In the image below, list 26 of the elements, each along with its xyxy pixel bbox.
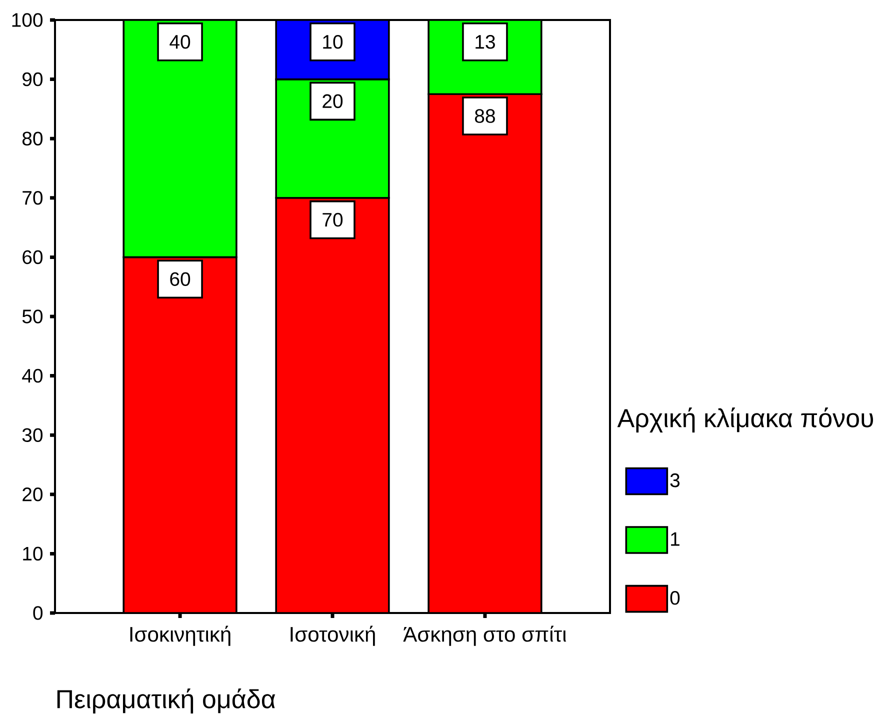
y-tick-label: 70 xyxy=(22,191,43,205)
y-tick-label: 20 xyxy=(22,487,43,502)
x-tick-label: Άσκηση στο σπίτι xyxy=(403,626,566,646)
legend-title: Αρχική κλίμακα πόνου xyxy=(617,408,874,432)
legend-label: 0 xyxy=(670,591,680,605)
y-tick-label: 40 xyxy=(22,368,43,383)
x-tick-label: Ισοτονική xyxy=(290,626,375,646)
y-tick-label: 60 xyxy=(22,250,43,264)
data-label: 20 xyxy=(322,94,343,108)
y-tick-label: 100 xyxy=(12,13,43,27)
legend-label: 1 xyxy=(671,532,680,546)
data-label: 88 xyxy=(474,109,495,123)
y-tick-label: 50 xyxy=(22,310,43,324)
y-tick-label: 80 xyxy=(22,132,43,146)
data-label: 13 xyxy=(476,35,495,49)
y-tick-label: 0 xyxy=(33,606,43,620)
data-label: 60 xyxy=(170,272,190,286)
y-tick-label: 10 xyxy=(23,546,43,561)
y-tick-label: 90 xyxy=(22,72,43,86)
data-label: 70 xyxy=(322,212,343,227)
legend-label: 3 xyxy=(670,473,680,488)
data-label: 40 xyxy=(170,35,190,49)
data-label: 10 xyxy=(323,35,343,49)
x-tick-label: Ισοκινητική xyxy=(130,626,230,646)
x-axis-title: Πειραματική ομάδα xyxy=(57,688,276,714)
y-tick-label: 30 xyxy=(22,428,43,442)
